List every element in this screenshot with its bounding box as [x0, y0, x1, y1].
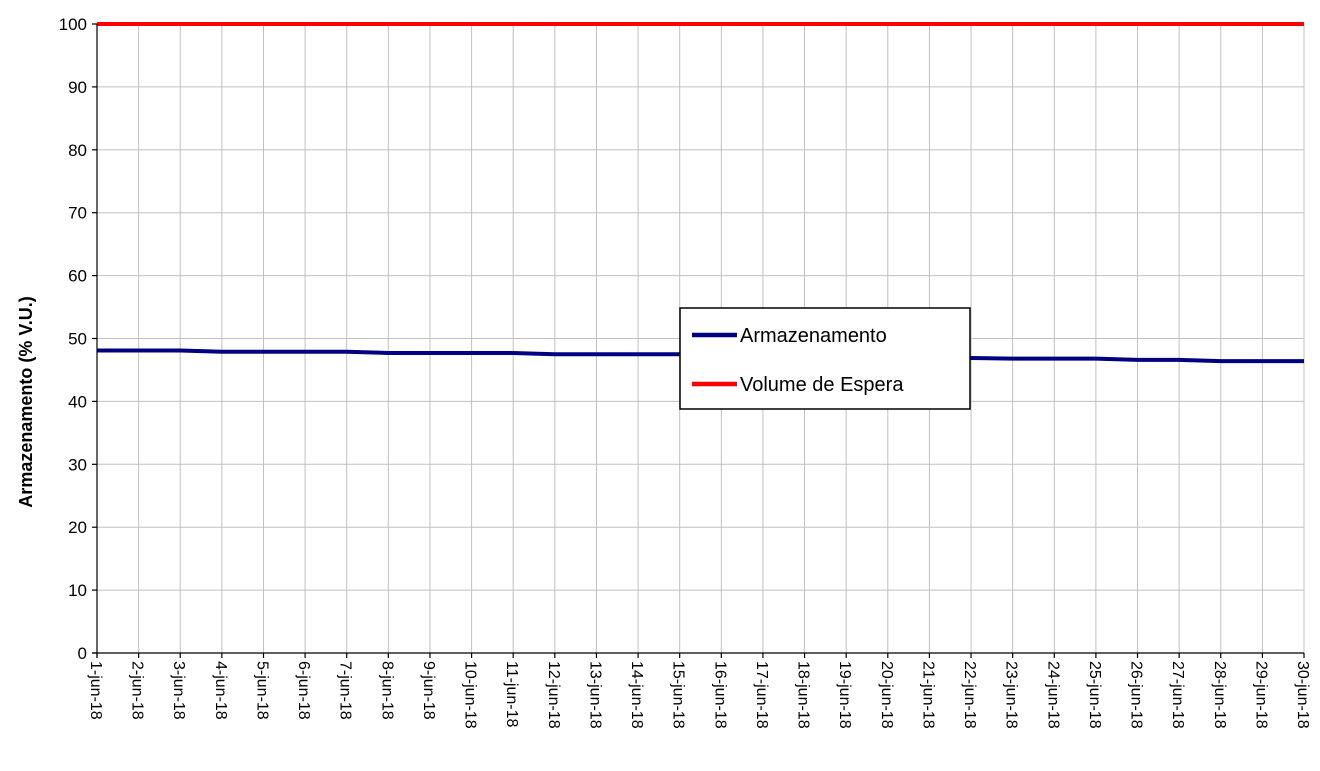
x-tick-label: 8-jun-18 — [378, 661, 395, 720]
y-tick-label: 10 — [68, 581, 87, 600]
y-tick-label: 30 — [68, 455, 87, 474]
x-tick-label: 25-jun-18 — [1086, 661, 1103, 729]
x-tick-label: 14-jun-18 — [628, 661, 645, 729]
legend-label-armazenamento: Armazenamento — [740, 325, 887, 347]
y-tick-label: 0 — [78, 644, 87, 663]
x-tick-label: 20-jun-18 — [878, 661, 895, 729]
y-tick-label: 50 — [68, 330, 87, 349]
y-tick-label: 70 — [68, 204, 87, 223]
x-tick-label: 6-jun-18 — [295, 661, 312, 720]
x-tick-label: 13-jun-18 — [586, 661, 603, 729]
x-tick-label: 3-jun-18 — [170, 661, 187, 720]
axes — [92, 23, 1305, 658]
x-tick-label: 12-jun-18 — [545, 661, 562, 729]
y-tick-label: 20 — [68, 518, 87, 537]
x-tick-label: 17-jun-18 — [753, 661, 770, 729]
y-tick-label: 40 — [68, 392, 87, 411]
x-tick-label: 1-jun-18 — [87, 661, 104, 720]
x-tick-label: 28-jun-18 — [1211, 661, 1228, 729]
x-tick-label: 24-jun-18 — [1044, 661, 1061, 729]
x-tick-label: 10-jun-18 — [462, 661, 479, 729]
y-axis-label: Armazenamento (% V.U.) — [16, 296, 36, 507]
y-tick-label: 100 — [59, 15, 87, 34]
y-tick-label: 90 — [68, 78, 87, 97]
x-tick-label: 26-jun-18 — [1128, 661, 1145, 729]
x-tick-label: 4-jun-18 — [212, 661, 229, 720]
x-tick-labels: 1-jun-18 2-jun-18 3-jun-18 4-jun-18 5-jun-18… — [87, 661, 1311, 729]
x-tick-label: 21-jun-18 — [919, 661, 936, 729]
legend-label-volume-de-espera: Volume de Espera — [740, 374, 904, 396]
x-tick-label: 22-jun-18 — [961, 661, 978, 729]
x-tick-label: 27-jun-18 — [1169, 661, 1186, 729]
x-tick-label: 11-jun-18 — [503, 661, 520, 728]
x-tick-label: 5-jun-18 — [253, 661, 270, 720]
x-tick-label: 30-jun-18 — [1294, 661, 1311, 729]
y-tick-label: 60 — [68, 267, 87, 286]
x-tick-label: 18-jun-18 — [795, 661, 812, 729]
x-tick-label: 15-jun-18 — [670, 661, 687, 729]
y-tick-labels: 0 10 20 30 40 50 60 70 80 90 100 — [59, 15, 87, 663]
x-tick-label: 16-jun-18 — [711, 661, 728, 729]
x-tick-label: 2-jun-18 — [129, 661, 146, 720]
x-tick-label: 19-jun-18 — [836, 661, 853, 729]
x-tick-label: 9-jun-18 — [420, 661, 437, 720]
x-tick-label: 7-jun-18 — [337, 661, 354, 720]
x-tick-label: 23-jun-18 — [1003, 661, 1020, 729]
legend: Armazenamento Volume de Espera — [679, 307, 971, 410]
y-tick-label: 80 — [68, 141, 87, 160]
legend-box — [679, 307, 971, 410]
x-tick-label: 29-jun-18 — [1252, 661, 1269, 729]
